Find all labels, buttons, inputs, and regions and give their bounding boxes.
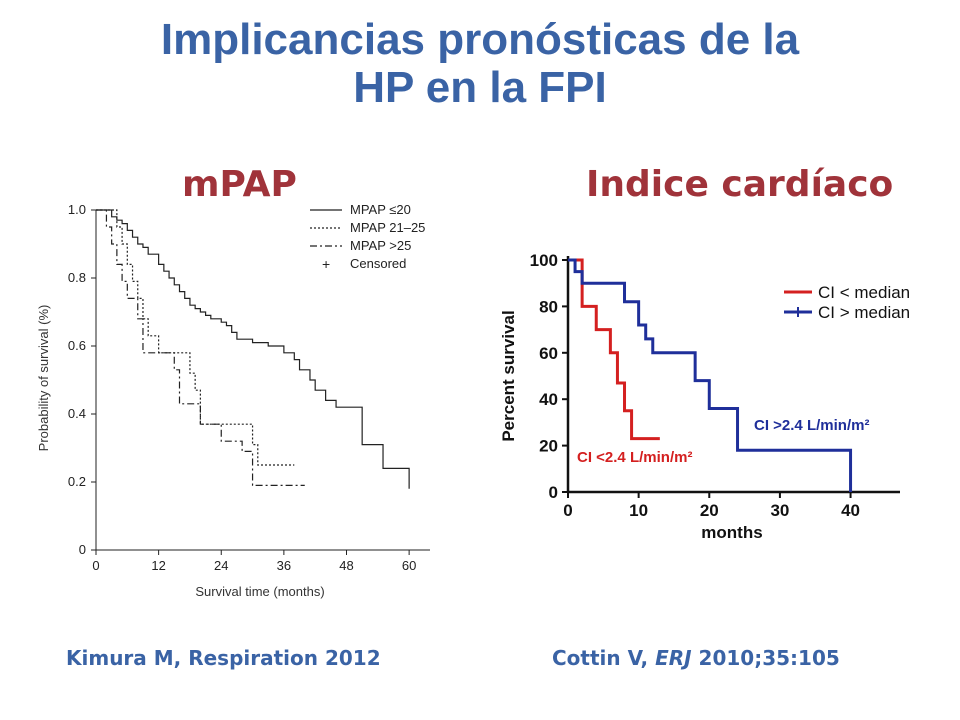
left-y-tick-label: 0.2 [68,474,86,489]
cardiac-index-survival-chart: 0 10 20 30 40 0 20 40 60 80 100 months Percent sur… [499,251,910,542]
left-x-axis-label: Survival time (months) [195,584,324,599]
right-x-tick-label: 30 [770,501,789,520]
left-y-tick-label: 0.6 [68,338,86,353]
left-x-tick-label: 12 [151,558,165,573]
mpap-survival-chart: 0 12 24 36 48 60 0 0.2 0.4 0.6 0.8 1.0 Survival tim… [36,202,430,599]
left-plot-area: 0 12 24 36 48 60 0 0.2 0.4 0.6 0.8 1.0 [68,202,430,573]
left-legend-censored-mark: + [322,256,330,272]
citation-left: Kimura M, Respiration 2012 [66,646,381,670]
left-y-tick-label: 0 [79,542,86,557]
right-legend: CI < median CI > median [784,283,910,322]
left-legend-label-2: MPAP >25 [350,238,411,253]
left-y-tick-label: 1.0 [68,202,86,217]
left-legend: MPAP ≤20 MPAP 21–25 MPAP >25 + Censored [310,202,425,272]
left-legend-censored-label: Censored [350,256,406,271]
right-plot-area: 0 10 20 30 40 0 20 40 60 80 100 [530,251,900,520]
left-legend-label-1: MPAP 21–25 [350,220,425,235]
left-x-tick-label: 36 [277,558,291,573]
right-y-tick-label: 80 [539,297,558,316]
slide-title-line2: HP en la FPI [353,63,607,112]
left-y-tick-label: 0.8 [68,270,86,285]
slide-title: Implicancias pronósticas de la HP en la … [0,16,960,112]
left-x-tick-label: 0 [92,558,99,573]
citation-right: Cottin V, ERJ 2010;35:105 [552,646,840,670]
right-x-tick-label: 20 [700,501,719,520]
annotation-ci-low: CI <2.4 L/min/m² [577,449,692,466]
right-heading: Indice cardíaco [586,164,894,205]
left-heading: mPAP [182,164,297,205]
right-legend-label-1: CI > median [818,303,910,322]
citation-right-journal: ERJ [655,646,692,670]
left-y-tick-label: 0.4 [68,406,86,421]
right-y-tick-label: 60 [539,344,558,363]
left-series-line-0 [96,209,410,489]
left-x-tick-label: 24 [214,558,228,573]
right-legend-label-0: CI < median [818,283,910,302]
annotation-ci-high: CI >2.4 L/min/m² [754,417,869,434]
left-x-tick-label: 60 [402,558,416,573]
right-y-tick-label: 0 [549,483,558,502]
right-y-axis-label: Percent survival [499,310,518,441]
citation-right-author: Cottin V, [552,646,656,670]
right-series-line-0 [568,258,660,441]
right-y-tick-label: 20 [539,437,558,456]
left-x-tick-label: 48 [339,558,353,573]
left-series-line-1 [96,209,295,466]
right-x-tick-label: 0 [563,501,572,520]
right-y-tick-label: 100 [530,251,558,270]
left-legend-label-0: MPAP ≤20 [350,202,411,217]
right-series-line-1 [568,258,853,492]
left-y-axis-label: Probability of survival (%) [36,305,51,452]
right-x-tick-label: 40 [841,501,860,520]
right-y-tick-label: 40 [539,390,558,409]
right-x-tick-label: 10 [629,501,648,520]
citation-right-rest: 2010;35:105 [691,646,840,670]
right-x-axis-label: months [701,523,762,542]
slide-title-line1: Implicancias pronósticas de la [160,15,800,64]
